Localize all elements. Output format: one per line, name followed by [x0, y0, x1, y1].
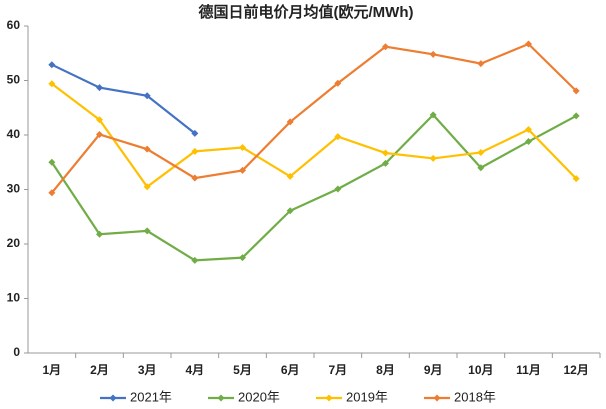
y-tick-label: 30 [7, 182, 21, 196]
legend-marker [109, 394, 117, 402]
marker [429, 111, 437, 119]
legend-marker [217, 394, 225, 402]
marker [239, 254, 246, 262]
marker [286, 118, 294, 126]
x-tick-label: 4月 [185, 363, 204, 377]
series-line [51, 82, 577, 189]
x-tick-label: 9月 [424, 363, 443, 377]
legend-marker [325, 394, 333, 402]
marker [525, 126, 532, 134]
series-line [51, 63, 196, 135]
x-tick-label: 6月 [281, 363, 300, 377]
x-tick-label: 1月 [42, 363, 61, 377]
marker [191, 147, 199, 155]
marker [572, 112, 580, 120]
marker [143, 92, 151, 100]
marker [48, 189, 56, 197]
y-tick-label: 60 [7, 18, 21, 32]
marker [572, 175, 580, 183]
marker [286, 207, 294, 215]
x-tick-label: 2月 [90, 363, 109, 377]
marker [96, 230, 103, 238]
marker [239, 166, 246, 174]
marker [382, 159, 389, 167]
marker [382, 43, 389, 51]
marker [191, 174, 199, 182]
legend-marker [433, 394, 441, 402]
marker [572, 87, 580, 95]
y-tick-label: 40 [7, 127, 21, 141]
x-tick-label: 8月 [376, 363, 395, 377]
series-line [50, 113, 577, 262]
marker [382, 149, 389, 157]
marker [96, 84, 103, 92]
marker [525, 40, 532, 48]
marker [429, 50, 437, 58]
marker [334, 185, 342, 193]
x-tick-label: 3月 [138, 363, 157, 377]
x-tick-label: 5月 [233, 363, 252, 377]
y-tick-label: 20 [7, 236, 21, 250]
x-tick-label: 12月 [563, 363, 588, 377]
x-tick-label: 7月 [328, 363, 347, 377]
marker [96, 130, 103, 138]
marker [477, 60, 485, 68]
legend-label: 2020年 [238, 389, 280, 404]
marker [191, 256, 199, 264]
y-tick-label: 50 [7, 73, 21, 87]
marker [286, 172, 294, 180]
marker [525, 138, 532, 146]
marker [477, 148, 485, 156]
marker [191, 129, 199, 137]
y-tick-label: 0 [13, 345, 20, 359]
marker [96, 116, 103, 124]
series-line [50, 42, 577, 194]
marker [143, 227, 151, 235]
legend-label: 2021年 [130, 389, 172, 404]
marker [143, 183, 151, 191]
marker [48, 158, 56, 166]
marker [48, 80, 56, 88]
marker [429, 154, 437, 162]
marker [143, 145, 151, 153]
marker [48, 61, 56, 69]
x-tick-label: 11月 [516, 363, 541, 377]
marker [239, 144, 246, 152]
marker [334, 79, 342, 87]
legend-label: 2019年 [346, 389, 388, 404]
x-tick-label: 10月 [468, 363, 493, 377]
marker [334, 133, 342, 141]
legend-label: 2018年 [454, 389, 496, 404]
marker [477, 164, 485, 172]
y-tick-label: 10 [7, 291, 21, 305]
chart-title: 德国日前电价月均值(欧元/MWh) [199, 3, 414, 21]
